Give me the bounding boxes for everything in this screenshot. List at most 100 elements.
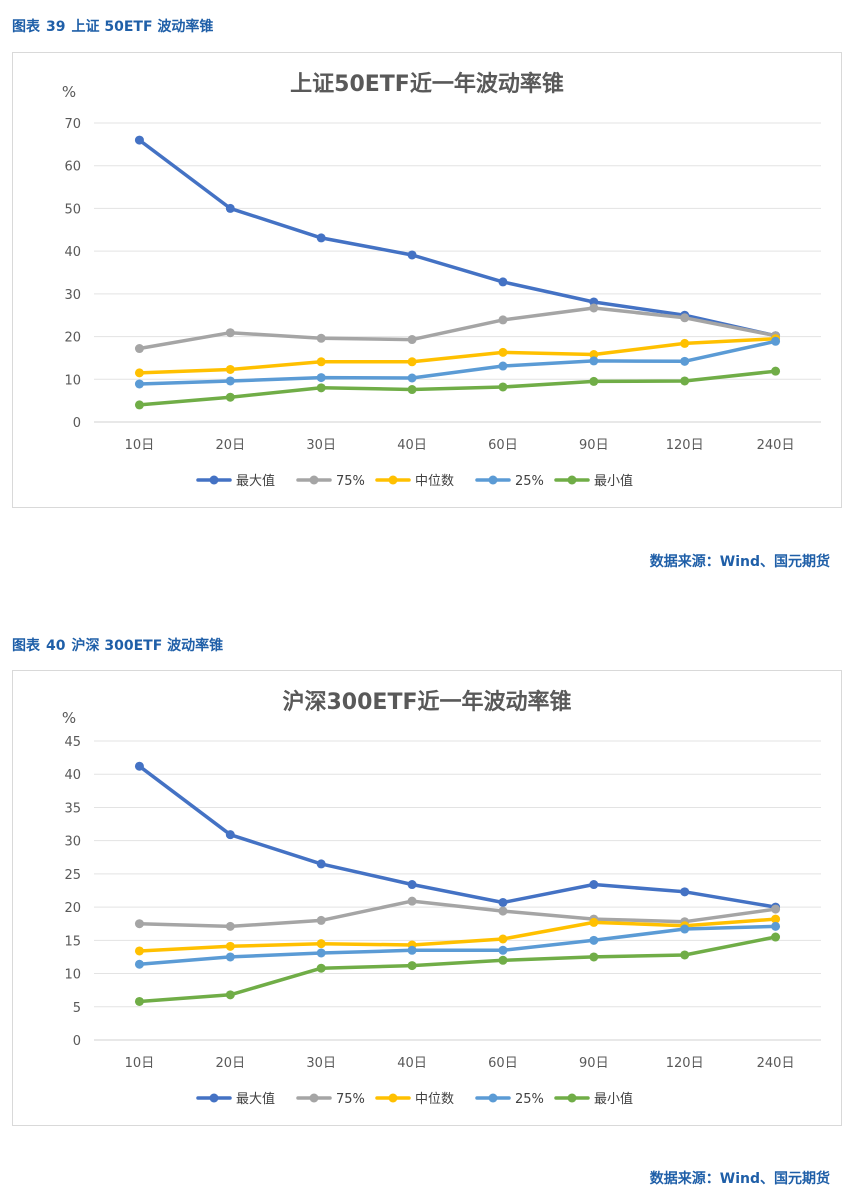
y-tick-label: 70 — [64, 117, 81, 132]
data-point — [589, 350, 599, 360]
legend-marker — [567, 1093, 577, 1103]
legend-marker — [209, 1093, 219, 1103]
data-point — [134, 919, 144, 929]
data-point — [316, 963, 326, 973]
legend-label: 最大值 — [236, 473, 275, 489]
legend-label: 最大值 — [236, 1091, 275, 1107]
data-point — [498, 361, 508, 371]
y-tick-label: 0 — [73, 1034, 81, 1049]
x-tick-label: 30日 — [306, 438, 336, 453]
data-point — [680, 356, 690, 366]
data-point — [316, 915, 326, 925]
x-tick-label: 40日 — [397, 1056, 427, 1071]
y-axis-unit: % — [62, 709, 76, 727]
data-point — [316, 948, 326, 958]
legend-marker — [309, 475, 319, 485]
y-tick-label: 40 — [64, 768, 81, 783]
chart-title: 沪深300ETF近一年波动率锥 — [283, 689, 572, 715]
data-point — [316, 357, 326, 367]
caption-number: 39 — [46, 19, 66, 35]
data-point — [225, 990, 235, 1000]
caption-prefix: 图表 — [12, 638, 40, 654]
y-tick-label: 0 — [73, 416, 81, 431]
data-point — [771, 336, 781, 346]
legend-label: 中位数 — [415, 1092, 454, 1107]
y-tick-label: 30 — [64, 288, 81, 303]
series-line — [137, 764, 778, 909]
data-point — [771, 921, 781, 931]
data-point — [498, 934, 508, 944]
legend-label: 中位数 — [415, 474, 454, 489]
data-point — [771, 932, 781, 942]
y-tick-label: 5 — [73, 1001, 81, 1016]
caption-text: 上证 50ETF 波动率锥 — [71, 19, 214, 35]
legend-marker — [488, 475, 498, 485]
data-point — [680, 950, 690, 960]
data-point — [589, 935, 599, 945]
data-point — [589, 952, 599, 962]
data-point — [316, 383, 326, 393]
x-tick-label: 120日 — [666, 438, 704, 453]
data-point — [680, 338, 690, 348]
x-tick-label: 240日 — [757, 438, 795, 453]
data-point — [316, 333, 326, 343]
figure-caption: 图表 40 沪深 300ETF 波动率锥 — [12, 635, 223, 655]
data-point — [680, 313, 690, 323]
data-point — [134, 368, 144, 378]
data-point — [771, 366, 781, 376]
y-tick-label: 15 — [64, 934, 81, 949]
caption-number: 40 — [46, 638, 66, 654]
data-point — [225, 941, 235, 951]
data-point — [225, 203, 235, 213]
volatility-cone-chart: 上证50ETF近一年波动率锥% 0 10 20 30 40 50 60 70 10日 20日 30日 4… — [62, 71, 821, 489]
data-point — [225, 952, 235, 962]
legend-label: 最小值 — [594, 473, 633, 489]
data-point — [134, 379, 144, 389]
data-point — [134, 400, 144, 410]
data-point — [680, 887, 690, 897]
data-point — [134, 344, 144, 354]
data-point — [134, 996, 144, 1006]
series-line — [137, 369, 778, 407]
y-tick-label: 25 — [64, 868, 81, 883]
data-point — [680, 376, 690, 386]
data-point — [316, 373, 326, 383]
data-point — [225, 830, 235, 840]
legend-label: 最小值 — [594, 1091, 633, 1107]
data-point — [589, 880, 599, 890]
y-tick-label: 60 — [64, 160, 81, 175]
data-source: 数据来源：Wind、国元期货 — [649, 1171, 830, 1187]
x-tick-label: 60日 — [488, 1056, 518, 1071]
figure-caption: 图表 39 上证 50ETF 波动率锥 — [12, 16, 213, 36]
data-point — [316, 859, 326, 869]
chart-container: 沪深300ETF近一年波动率锥% 0 5 10 15 20 25 30 35 40 45 10日 20日… — [12, 670, 842, 1126]
legend-marker — [488, 1093, 498, 1103]
data-point — [134, 946, 144, 956]
series-line — [137, 138, 778, 338]
data-point — [134, 761, 144, 771]
legend-marker — [309, 1093, 319, 1103]
data-point — [589, 376, 599, 386]
data-point — [589, 917, 599, 927]
series-line — [137, 336, 778, 375]
caption-prefix: 图表 — [12, 19, 40, 35]
x-tick-label: 90日 — [579, 1056, 609, 1071]
y-axis-unit: % — [62, 83, 76, 101]
y-tick-label: 20 — [64, 901, 81, 916]
legend-marker — [388, 1093, 398, 1103]
data-point — [407, 357, 417, 367]
series-line — [137, 924, 778, 967]
x-tick-label: 240日 — [757, 1056, 795, 1071]
series-line — [137, 899, 778, 929]
y-tick-label: 10 — [64, 373, 81, 388]
series-line — [137, 935, 778, 1004]
data-point — [498, 906, 508, 916]
caption-text: 沪深 300ETF 波动率锥 — [71, 638, 224, 654]
y-tick-label: 30 — [64, 835, 81, 850]
x-tick-label: 20日 — [216, 438, 246, 453]
data-point — [498, 897, 508, 907]
data-point — [225, 328, 235, 338]
series-line — [137, 306, 778, 351]
data-point — [771, 904, 781, 914]
data-point — [407, 373, 417, 383]
